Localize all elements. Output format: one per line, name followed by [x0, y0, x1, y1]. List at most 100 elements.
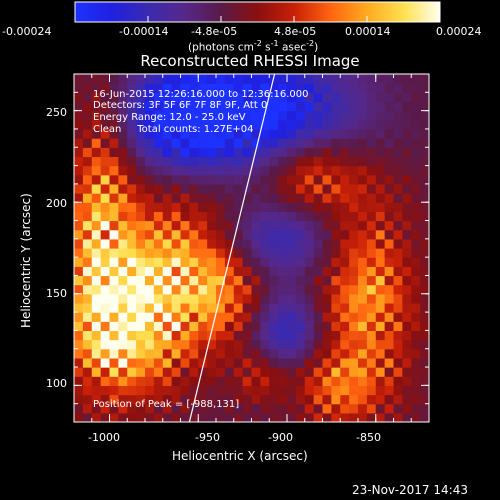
- heatmap-pixel: [233, 357, 244, 368]
- heatmap-pixel: [402, 367, 412, 377]
- heatmap-pixel: [207, 367, 217, 377]
- heatmap-pixel: [313, 138, 324, 148]
- heatmap-pixel: [207, 376, 217, 386]
- heatmap-pixel: [295, 238, 306, 249]
- heatmap-pixel: [420, 74, 429, 84]
- heatmap-pixel: [313, 302, 324, 313]
- y-tick-label-0: 100: [46, 377, 67, 390]
- heatmap-pixel: [127, 110, 137, 121]
- heatmap-pixel: [91, 238, 102, 249]
- heatmap-pixel: [207, 165, 217, 176]
- heatmap-pixel: [420, 202, 429, 212]
- heatmap-pixel: [402, 110, 412, 121]
- heatmap-pixel: [393, 211, 403, 222]
- heatmap-pixel: [349, 266, 359, 277]
- heatmap-pixel: [171, 229, 182, 240]
- heatmap-pixel: [402, 220, 412, 231]
- heatmap-pixel: [74, 348, 84, 359]
- heatmap-pixel: [393, 275, 403, 286]
- heatmap-pixel: [216, 92, 226, 103]
- heatmap-pixel: [127, 128, 137, 139]
- heatmap-pixel: [171, 193, 182, 203]
- heatmap-pixel: [91, 412, 102, 422]
- heatmap-pixel: [242, 211, 253, 222]
- heatmap-pixel: [287, 74, 297, 84]
- heatmap-pixel: [358, 367, 368, 377]
- heatmap-pixel: [260, 339, 270, 350]
- limb-line: [188, 74, 276, 422]
- heatmap-pixel: [216, 367, 226, 377]
- heatmap-pixel: [242, 357, 253, 368]
- heatmap-pixel: [224, 74, 235, 84]
- heatmap-pixel: [233, 339, 244, 350]
- heatmap-pixel: [313, 119, 324, 130]
- heatmap-pixel: [411, 330, 421, 341]
- heatmap-pixel: [136, 119, 146, 130]
- heatmap-pixel: [411, 202, 421, 212]
- heatmap-pixel: [295, 357, 306, 368]
- heatmap-pixel: [322, 385, 332, 396]
- heatmap-pixel: [251, 220, 261, 231]
- heatmap-pixel: [109, 275, 119, 286]
- heatmap-pixel: [180, 348, 190, 359]
- heatmap-pixel: [118, 202, 128, 212]
- heatmap-pixel: [313, 202, 324, 212]
- heatmap-pixel: [420, 302, 429, 313]
- heatmap-pixel: [331, 165, 341, 176]
- heatmap-pixel: [233, 229, 244, 240]
- heatmap-pixel: [278, 202, 288, 212]
- heatmap-pixel: [100, 376, 111, 386]
- heatmap-pixel: [420, 385, 429, 396]
- heatmap-pixel: [153, 128, 164, 139]
- heatmap-pixel: [349, 156, 359, 167]
- heatmap-pixel: [153, 165, 164, 176]
- heatmap-pixel: [118, 403, 128, 414]
- heatmap-pixel: [260, 357, 270, 368]
- heatmap-pixel: [91, 376, 102, 386]
- heatmap-pixel: [224, 211, 235, 222]
- heatmap-pixel: [420, 156, 429, 167]
- heatmap-pixel: [340, 248, 350, 258]
- heatmap-pixel: [375, 238, 386, 249]
- heatmap-pixel: [269, 119, 279, 130]
- heatmap-pixel: [366, 92, 377, 103]
- heatmap-pixel: [278, 174, 288, 185]
- heatmap-pixel: [384, 92, 395, 103]
- heatmap-pixel: [340, 238, 350, 249]
- heatmap-pixel: [366, 339, 377, 350]
- heatmap-pixel: [278, 339, 288, 350]
- heatmap-pixel: [340, 266, 350, 277]
- heatmap-pixel: [207, 183, 217, 194]
- heatmap-pixel: [224, 138, 235, 148]
- heatmap-pixel: [295, 330, 306, 341]
- heatmap-pixel: [127, 211, 137, 222]
- heatmap-pixel: [242, 238, 253, 249]
- heatmap-pixel: [295, 119, 306, 130]
- heatmap-pixel: [233, 238, 244, 249]
- heatmap-pixel: [74, 302, 84, 313]
- heatmap-pixel: [224, 248, 235, 258]
- heatmap-pixel: [269, 202, 279, 212]
- heatmap-pixel: [91, 275, 102, 286]
- heatmap-pixel: [340, 302, 350, 313]
- heatmap-pixel: [269, 238, 279, 249]
- heatmap-pixel: [74, 156, 84, 167]
- heatmap-pixel: [171, 376, 182, 386]
- heatmap-pixel: [251, 312, 261, 322]
- heatmap-pixel: [384, 138, 395, 148]
- heatmap-pixel: [287, 321, 297, 332]
- heatmap-pixel: [189, 302, 199, 313]
- heatmap-pixel: [384, 156, 395, 167]
- heatmap-pixel: [171, 74, 182, 84]
- heatmap-pixel: [118, 128, 128, 139]
- annotation-energy: Energy Range: 12.0 - 25.0 keV: [93, 112, 246, 123]
- heatmap-pixel: [358, 275, 368, 286]
- heatmap-pixel: [109, 312, 119, 322]
- heatmap-pixel: [100, 211, 111, 222]
- heatmap-pixel: [180, 183, 190, 194]
- heatmap-pixel: [331, 330, 341, 341]
- heatmap-pixel: [153, 83, 164, 93]
- heatmap-pixel: [420, 312, 429, 322]
- heatmap-pixel: [251, 156, 261, 167]
- heatmap-pixel: [100, 220, 111, 231]
